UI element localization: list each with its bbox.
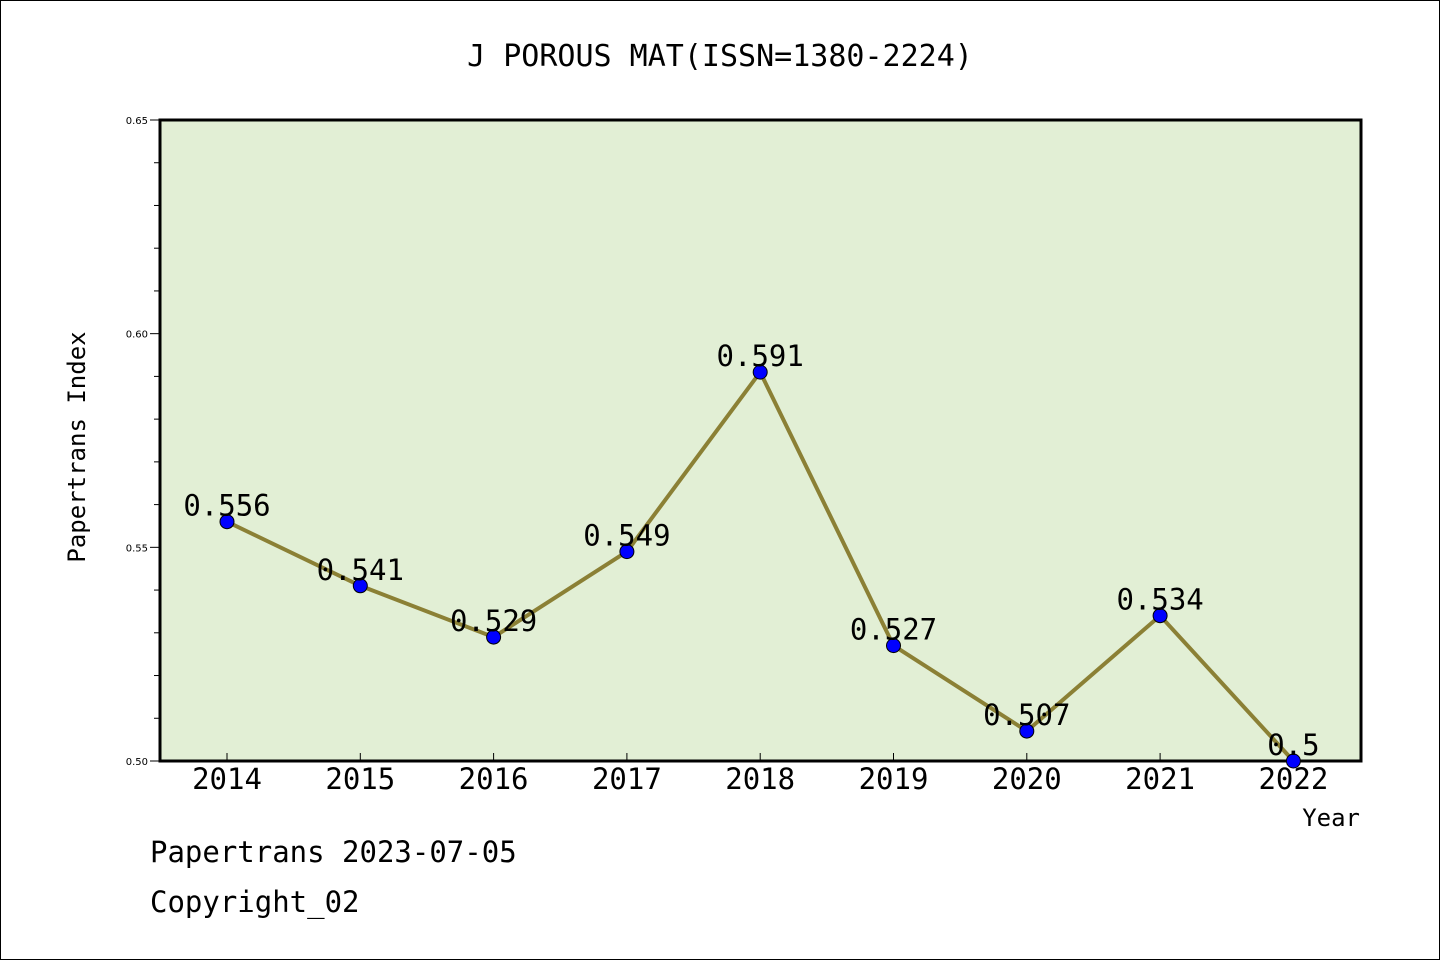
data-point [1019,723,1035,739]
data-point [352,578,368,594]
x-tick-label: 2018 [725,762,795,796]
data-point [486,629,502,645]
x-axis: 2014 2015 2016 2017 2018 2019 2020 2021 2022 [192,753,1328,796]
data-point [219,514,235,530]
x-tick-label: 2014 [192,762,262,796]
data-point [752,364,768,380]
data-label: 0.591 [717,339,804,373]
y-tick-label: 0.55 [126,543,148,554]
data-label: 0.541 [317,553,404,587]
plot-area [158,118,1363,763]
data-markers [219,364,1301,769]
data-label: 0.507 [983,698,1070,732]
y-tick-label: 0.50 [126,757,148,768]
data-point [886,638,901,654]
y-axis: 0.50 0.55 0.60 0.65 [126,116,160,768]
data-label: 0.556 [183,489,270,523]
y-tick-label: 0.65 [126,116,148,127]
x-tick-label: 2021 [1125,762,1195,796]
x-axis-label: Year [1302,804,1360,832]
x-tick-label: 2015 [325,762,395,796]
data-labels: 0.556 0.541 0.529 0.549 0.591 0.527 0.507 0.534… [183,339,1319,762]
data-label: 0.549 [583,519,670,553]
y-tick-label: 0.60 [126,330,148,341]
data-label: 0.5 [1267,728,1319,762]
data-point [619,544,635,560]
data-label: 0.529 [450,604,537,638]
x-tick-label: 2019 [859,762,929,796]
data-point [1285,753,1301,769]
data-label: 0.527 [850,613,937,647]
data-label: 0.534 [1116,583,1203,617]
footer-date-line: Papertrans 2023-07-05 [150,835,517,869]
chart-title: J POROUS MAT(ISSN=1380-2224) [467,39,973,74]
y-axis-label: Papertrans Index [63,331,91,562]
x-tick-label: 2020 [992,762,1062,796]
data-point [1152,608,1168,624]
x-tick-label: 2016 [459,762,529,796]
x-tick-label: 2017 [592,762,662,796]
footer-copyright: Copyright_02 [150,885,360,919]
